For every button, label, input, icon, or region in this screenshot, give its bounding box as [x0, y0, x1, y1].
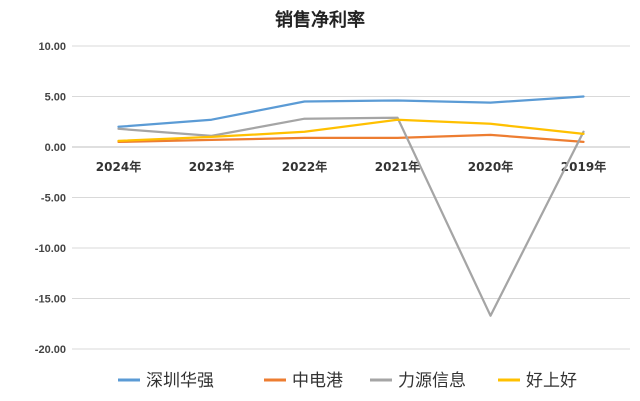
chart-title: 销售净利率	[275, 9, 365, 31]
y-tick-label: 10.00	[38, 41, 66, 53]
x-tick-label: 2022年	[282, 159, 327, 174]
legend-label: 力源信息	[398, 371, 466, 391]
legend: 深圳华强 中电港 力源信息 好上好	[118, 371, 577, 391]
y-tick-label: -10.00	[35, 243, 66, 255]
y-tick-label: 0.00	[45, 142, 66, 154]
legend-label: 深圳华强	[146, 371, 214, 391]
y-tick-label: -5.00	[41, 193, 66, 205]
x-tick-label: 2024年	[96, 159, 141, 174]
series-line	[117, 95, 585, 128]
legend-label: 中电港	[292, 371, 343, 391]
series-line	[117, 116, 585, 317]
x-axis-ticks: 2024年 2023年 2022年 2021年 2020年 2019年	[96, 159, 606, 174]
series-lines	[117, 95, 585, 317]
x-tick-label: 2020年	[468, 159, 513, 174]
y-axis-ticks: 10.00 5.00 0.00 -5.00 -10.00 -15.00 -20.00	[35, 41, 66, 356]
x-tick-label: 2019年	[561, 159, 606, 174]
y-tick-label: 5.00	[45, 92, 66, 104]
x-tick-label: 2021年	[375, 159, 420, 174]
grid-lines	[72, 45, 630, 350]
legend-label: 好上好	[526, 371, 577, 391]
x-tick-label: 2023年	[189, 159, 234, 174]
series-line	[117, 133, 585, 144]
y-tick-label: -15.00	[35, 294, 66, 306]
series-line	[117, 118, 585, 143]
y-tick-label: -20.00	[35, 344, 66, 356]
